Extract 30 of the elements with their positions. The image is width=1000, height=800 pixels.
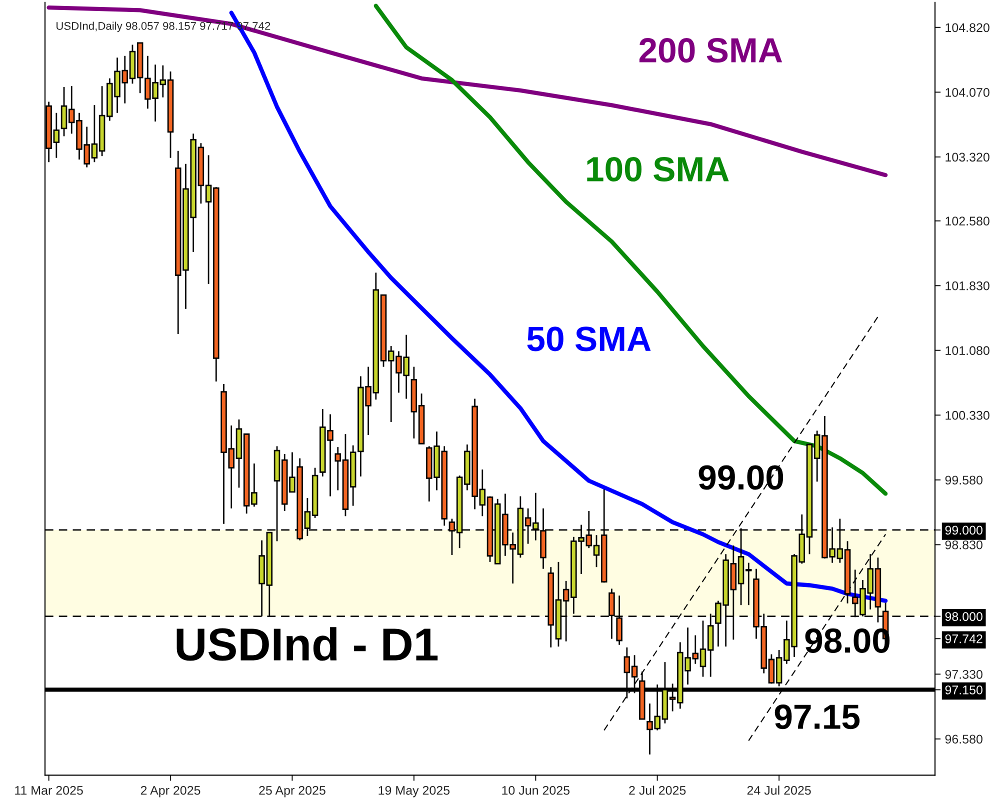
y-tick-label: 97.330 [945,670,982,679]
line-series [374,4,888,496]
x-tick-label: 19 May 2025 [378,786,450,798]
x-tick-label: 2 Jul 2025 [629,786,686,795]
x-tick-label: 2 Apr 2025 [140,786,200,798]
y-tick-label: 97.742 [945,634,982,644]
ref-line-label: 98.00 [805,628,890,653]
y-tick-label: 99.580 [945,476,982,485]
y-tick-label: 98.000 [945,612,982,621]
y-tick-label: 104.070 [946,88,990,97]
ref-line-label: 99.00 [698,465,784,490]
x-tick-label: 24 Jul 2025 [747,786,811,795]
text: USDInd - D1 [176,627,438,661]
x-tick-label: 11 Mar 2025 [15,786,83,795]
series-label: 100 SMA [587,156,729,182]
y-tick-label: 100.330 [946,410,990,420]
ref-line-label: 97.15 [774,704,860,730]
y-tick-label: 96.580 [945,734,982,744]
y-tick-label: 101.830 [946,281,990,290]
series-label: 200 SMA [639,38,782,63]
y-tick-label: 101.080 [946,346,990,356]
y-tick-label: 98.830 [945,540,982,550]
y-tick-label: 102.580 [946,216,990,226]
y-tick-label: 99.000 [945,526,982,535]
y-tick-label: 97.150 [945,686,982,694]
series-label: 50 SMA [527,326,651,352]
x-tick-label: 25 Apr 2025 [259,786,326,798]
y-tick-label: 104.820 [946,23,990,32]
y-tick-label: 103.320 [946,152,990,162]
x-tick-label: 10 Jun 2025 [502,786,570,795]
